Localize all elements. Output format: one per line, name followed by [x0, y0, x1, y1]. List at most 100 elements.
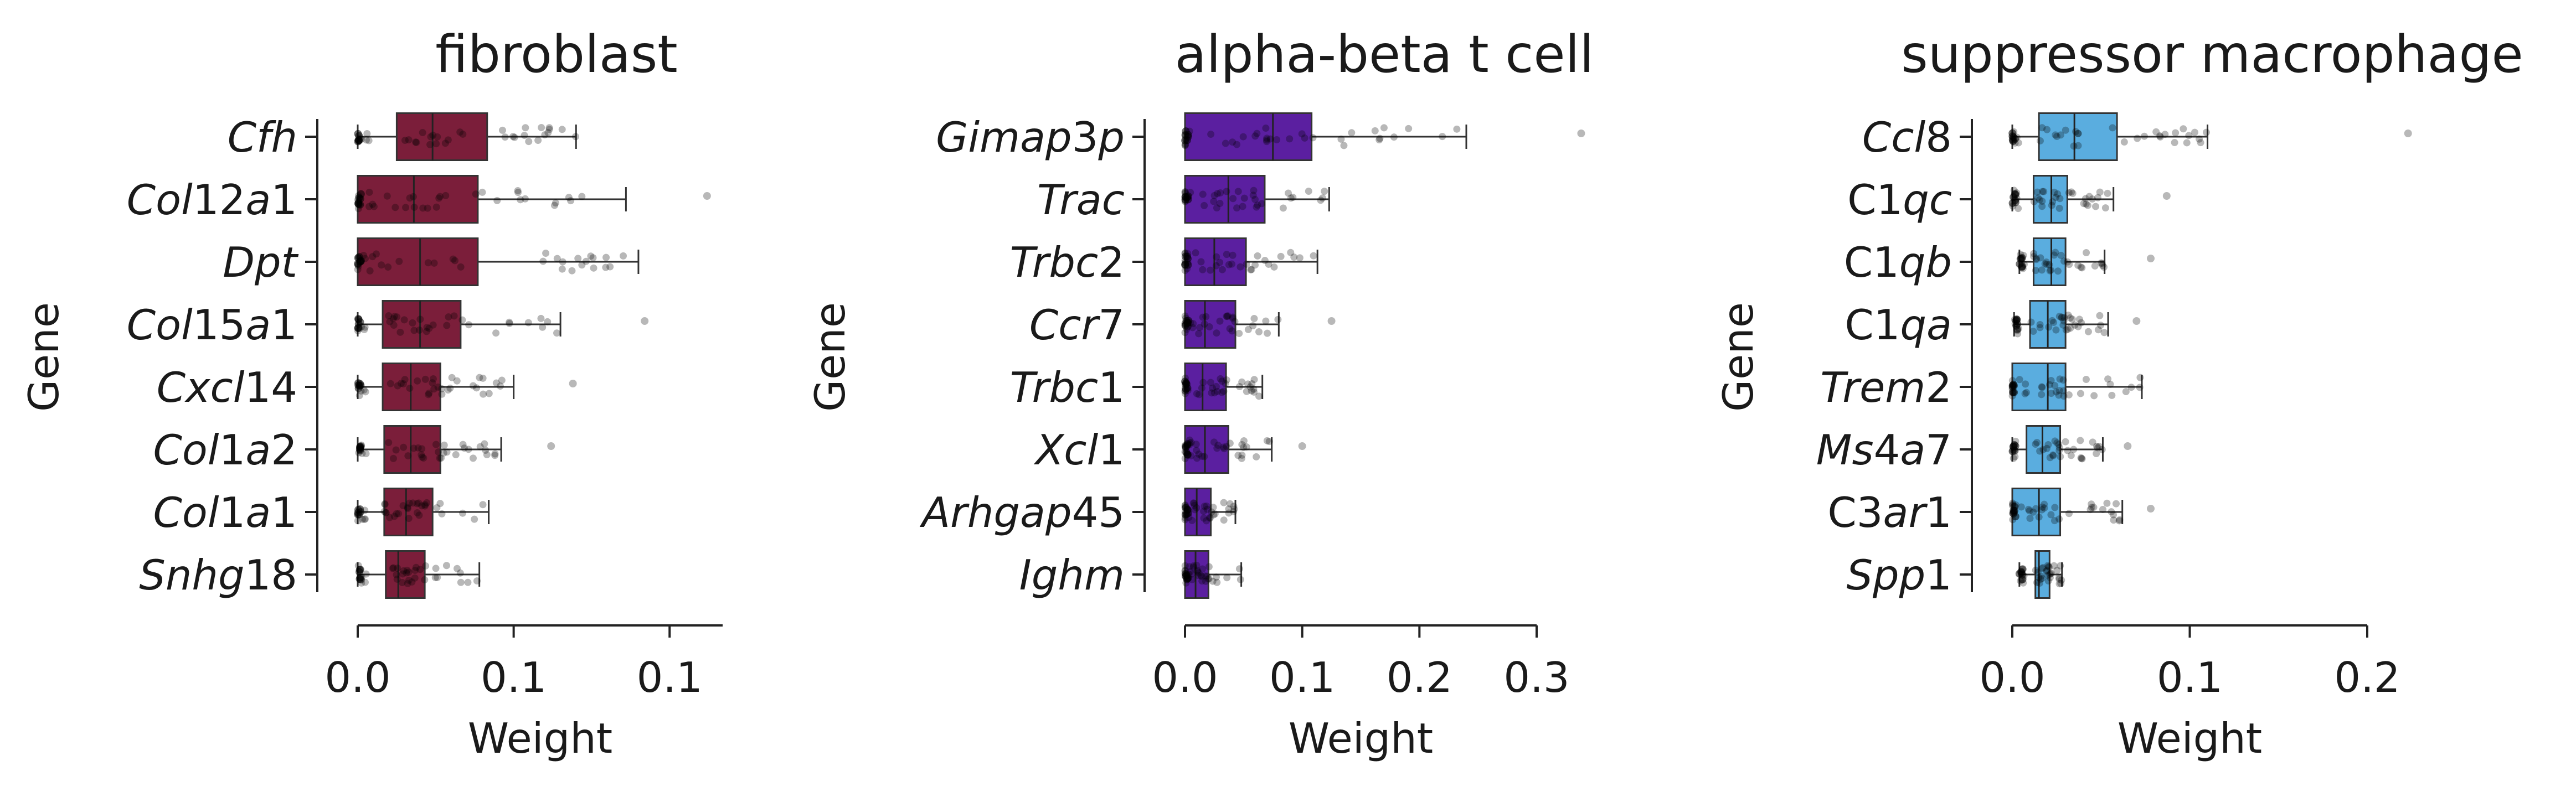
strip-point	[2082, 200, 2090, 208]
strip-point	[444, 136, 452, 144]
strip-point	[2038, 391, 2046, 398]
strip-point	[2094, 194, 2101, 201]
strip-point	[2010, 454, 2017, 462]
strip-point	[2127, 384, 2135, 391]
strip-point	[1189, 499, 1197, 507]
strip-point	[2045, 563, 2053, 571]
strip-point	[446, 384, 454, 392]
strip-point	[587, 252, 595, 260]
outlier-point	[2146, 255, 2155, 262]
strip-point	[2034, 194, 2042, 202]
strip-point	[395, 510, 403, 517]
strip-point	[354, 266, 362, 273]
strip-point	[2062, 438, 2069, 446]
strip-point	[2109, 124, 2116, 132]
strip-point	[390, 313, 398, 320]
strip-point	[451, 257, 458, 265]
strip-point	[2054, 190, 2062, 198]
strip-point	[2197, 139, 2204, 147]
strip-point	[1226, 439, 1234, 447]
strip-point	[1209, 504, 1217, 511]
strip-point	[2156, 133, 2164, 141]
strip-point	[514, 187, 522, 194]
strip-point	[473, 577, 481, 585]
x-tick-label: 0.1	[2157, 653, 2223, 702]
strip-point	[437, 454, 445, 462]
strip-point	[1229, 138, 1237, 146]
strip-point	[384, 263, 392, 271]
outlier-point	[1298, 442, 1306, 450]
strip-point	[1183, 451, 1192, 459]
strip-point	[424, 204, 431, 212]
outlier-point	[703, 192, 711, 200]
strip-point	[1210, 511, 1218, 519]
strip-point	[2035, 513, 2043, 521]
strip-points	[2015, 562, 2065, 588]
strip-point	[2122, 388, 2130, 396]
strip-point	[2067, 314, 2074, 322]
strip-point	[2047, 376, 2055, 384]
strip-point	[1230, 503, 1238, 510]
strip-point	[514, 189, 522, 196]
strip-point	[1198, 577, 1206, 585]
box	[2011, 488, 2062, 536]
strip-point	[541, 131, 549, 139]
strip-point	[1195, 569, 1203, 577]
strip-point	[2060, 392, 2068, 400]
gene-label: Ighm	[1019, 551, 1125, 599]
strip-point	[404, 452, 412, 460]
strip-point	[521, 132, 528, 139]
gene-label: Dpt	[223, 238, 298, 287]
strip-point	[1181, 267, 1189, 275]
strip-point	[2043, 567, 2051, 575]
box	[1184, 237, 1247, 286]
strip-point	[2033, 188, 2041, 196]
strip-point	[362, 388, 369, 396]
strip-point	[492, 379, 500, 387]
strip-point	[397, 380, 405, 387]
x-axis-label: Weight	[468, 714, 612, 763]
strip-points	[2008, 437, 2106, 463]
strip-point	[431, 574, 439, 582]
strip-point	[2038, 503, 2046, 511]
strip-point	[459, 130, 467, 138]
strip-point	[389, 315, 397, 323]
strip-point	[1201, 201, 1208, 209]
strip-point	[1219, 443, 1227, 451]
strip-point	[1218, 389, 1226, 396]
strip-point	[1225, 505, 1233, 513]
strip-point	[2094, 326, 2102, 334]
box	[385, 550, 426, 599]
strip-point	[1188, 516, 1196, 524]
gene-label: Spp1	[1846, 551, 1952, 599]
strip-point	[2058, 313, 2066, 321]
panel-title: suppressor macrophage	[1901, 24, 2523, 84]
gene-label: Cxcl14	[157, 363, 297, 412]
strip-point	[545, 124, 553, 132]
strip-point	[2140, 132, 2148, 140]
strip-point	[1210, 192, 1218, 199]
strip-point	[1197, 258, 1205, 266]
strip-point	[2021, 390, 2029, 397]
strip-point	[393, 575, 401, 583]
strip-point	[2191, 128, 2198, 136]
gene-label: Xcl1	[1033, 426, 1125, 474]
strip-point	[2052, 249, 2059, 256]
strip-point	[356, 392, 363, 400]
strip-points	[355, 439, 499, 462]
strip-point	[2012, 322, 2021, 330]
strip-point	[1194, 572, 1202, 579]
gene-label: Trem2	[1820, 363, 1952, 412]
strip-point	[442, 562, 450, 570]
strip-point	[2039, 564, 2047, 572]
strip-points	[1181, 561, 1244, 587]
strip-point	[1205, 323, 1213, 330]
strip-point	[425, 391, 432, 398]
strip-point	[2017, 503, 2025, 511]
strip-points	[1181, 249, 1317, 275]
strip-point	[2055, 204, 2063, 212]
strip-point	[2010, 508, 2018, 516]
strip-point	[2013, 315, 2021, 324]
strip-point	[2050, 319, 2058, 327]
strip-point	[356, 566, 364, 574]
